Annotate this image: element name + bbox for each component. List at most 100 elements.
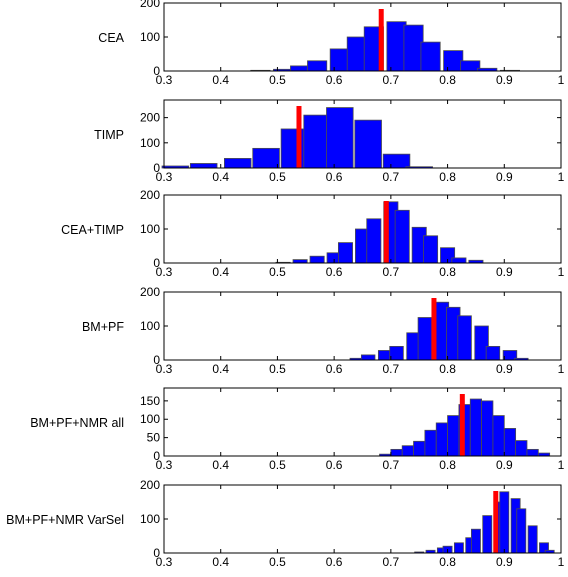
histogram-bar (499, 491, 510, 554)
x-tick-label: 0.9 (496, 73, 513, 87)
y-tick-label: 100 (140, 512, 160, 526)
histogram-bar (482, 515, 493, 554)
histogram-bar (401, 445, 414, 457)
y-tick-label: 100 (140, 30, 160, 44)
histogram-bar (360, 354, 376, 361)
panel-label: BM+PF+NMR all (30, 416, 124, 430)
histogram-bar (292, 259, 308, 264)
panel-label: TIMP (94, 128, 124, 142)
histogram-bar (307, 60, 328, 72)
histogram-bar (413, 440, 426, 457)
y-tick-label: 100 (140, 136, 160, 150)
histogram-bar (386, 21, 407, 72)
panel-5: 0.3 0.4 0.5 0.6 0.7 0.8 0.9 1 0 50 100 150 BM+PF+NMR… (30, 387, 565, 472)
x-tick-label: 0.8 (439, 362, 456, 376)
histogram-bar (424, 429, 437, 457)
x-tick-label: 0.5 (269, 73, 286, 87)
histogram-bar (390, 448, 403, 457)
x-tick-label: 0.3 (156, 265, 173, 279)
histogram-bar (457, 315, 472, 361)
panel-1: 0.3 0.4 0.5 0.6 0.7 0.8 0.9 1 0 100 200 CEA (98, 0, 564, 87)
y-tick-label: 0 (153, 449, 160, 463)
histogram-bar (326, 107, 354, 169)
x-tick-label: 0.8 (439, 265, 456, 279)
median-marker (378, 9, 384, 71)
histogram-bar (189, 163, 218, 169)
panel-3: 0.3 0.4 0.5 0.6 0.7 0.8 0.9 1 0 100 200 CEA+TIMP (61, 188, 565, 279)
x-tick-label: 0.6 (326, 170, 343, 184)
x-tick-label: 1 (558, 265, 565, 279)
x-tick-label: 0.6 (326, 265, 343, 279)
x-tick-label: 0.7 (383, 555, 400, 569)
y-tick-label: 200 (140, 111, 160, 125)
x-tick-label: 0.3 (156, 555, 173, 569)
axes-box (163, 387, 562, 457)
histogram-bar (453, 542, 464, 554)
y-tick-label: 0 (153, 546, 160, 560)
x-tick-label: 0.3 (156, 170, 173, 184)
x-tick-label: 0.8 (439, 555, 456, 569)
x-tick-label: 0.3 (156, 73, 173, 87)
y-tick-label: 0 (153, 256, 160, 270)
y-tick-label: 200 (140, 188, 160, 202)
x-tick-label: 0.5 (269, 458, 286, 472)
histogram-bar (526, 448, 539, 457)
histogram-bar (337, 242, 353, 264)
y-tick-label: 0 (153, 353, 160, 367)
histogram-bar (516, 508, 527, 554)
y-tick-label: 100 (140, 319, 160, 333)
x-tick-label: 0.3 (156, 362, 173, 376)
histogram-bar (447, 415, 460, 457)
x-tick-label: 0.4 (212, 555, 229, 569)
x-tick-label: 1 (558, 458, 565, 472)
x-tick-label: 0.6 (326, 362, 343, 376)
panel-label: BM+PF+NMR VarSel (6, 513, 124, 527)
x-tick-label: 1 (558, 170, 565, 184)
histogram-bar (435, 422, 448, 457)
y-tick-label: 100 (140, 222, 160, 236)
panel-4: 0.3 0.4 0.5 0.6 0.7 0.8 0.9 1 0 100 200 BM+PF (82, 285, 565, 376)
x-tick-label: 0.4 (212, 362, 229, 376)
median-marker (431, 298, 437, 360)
x-tick-label: 1 (558, 73, 565, 87)
histogram-bar (223, 158, 252, 169)
x-tick-label: 0.9 (496, 265, 513, 279)
median-marker (383, 201, 389, 263)
x-tick-label: 0.5 (269, 555, 286, 569)
median-marker (459, 394, 465, 456)
histogram-bar (329, 48, 350, 72)
x-tick-label: 0.7 (383, 73, 400, 87)
histogram-bar (309, 255, 325, 264)
panel-label: BM+PF (82, 320, 124, 334)
x-tick-label: 0.8 (439, 458, 456, 472)
median-marker (296, 106, 302, 168)
x-tick-label: 0.6 (326, 73, 343, 87)
x-tick-label: 0.4 (212, 73, 229, 87)
median-marker (493, 491, 499, 553)
histogram-bar (460, 60, 481, 72)
y-tick-label: 150 (140, 394, 160, 408)
y-tick-label: 0 (153, 161, 160, 175)
x-tick-label: 0.9 (496, 555, 513, 569)
x-tick-label: 0.9 (496, 458, 513, 472)
x-tick-label: 0.6 (326, 458, 343, 472)
y-tick-label: 200 (140, 0, 160, 10)
histogram-bar (389, 345, 404, 361)
x-tick-label: 1 (558, 362, 565, 376)
y-tick-label: 50 (147, 431, 161, 445)
histogram-bar (515, 440, 528, 457)
x-tick-label: 0.6 (326, 555, 343, 569)
histogram-bar (346, 36, 367, 72)
histogram-bar (382, 153, 411, 169)
histogram-bar (366, 218, 382, 264)
x-tick-label: 0.3 (156, 458, 173, 472)
y-tick-label: 200 (140, 285, 160, 299)
axes-box (163, 99, 562, 169)
x-tick-label: 0.4 (212, 170, 229, 184)
histogram-bar (423, 235, 439, 264)
histogram-bar (527, 525, 538, 554)
y-tick-label: 200 (140, 478, 160, 492)
x-tick-label: 0.8 (439, 73, 456, 87)
histogram-bar (417, 317, 433, 361)
panel-6: 0.3 0.4 0.5 0.6 0.7 0.8 0.9 1 0 100 200 BM+PF+NMR V… (6, 478, 565, 569)
